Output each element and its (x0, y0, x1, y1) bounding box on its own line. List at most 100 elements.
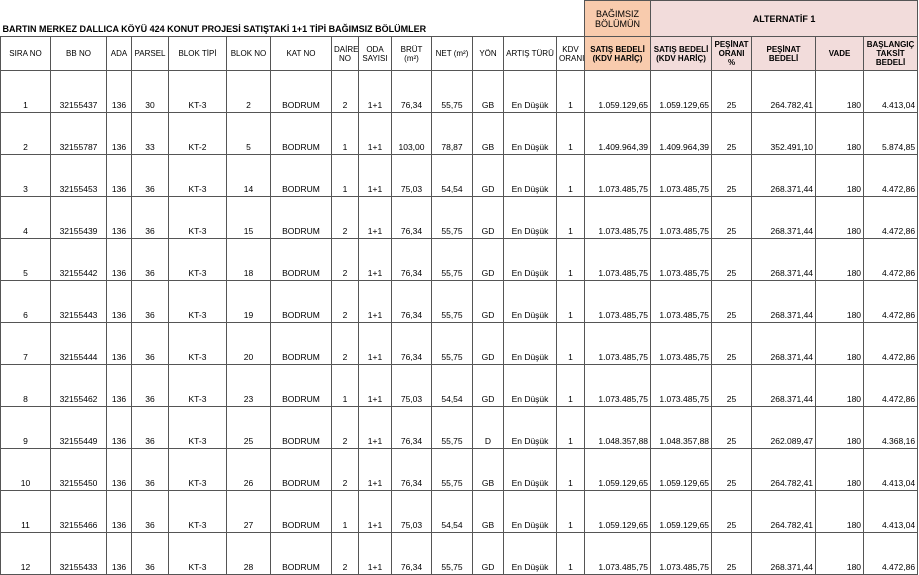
column-header: BLOK NO (226, 36, 271, 71)
table-cell: GB (472, 448, 504, 491)
table-cell: 36 (131, 448, 169, 491)
table-cell: 1 (331, 112, 359, 155)
table-cell: 1.073.485,75 (584, 280, 652, 323)
table-row: 8 32155462 136 36 KT-3 23 BODRUM 1 1+1 75,03 54,54… (0, 364, 919, 407)
table-cell: 2 (331, 70, 359, 113)
table-cell: 180 (815, 280, 865, 323)
table-cell: 36 (131, 406, 169, 449)
table-cell: 1+1 (358, 112, 392, 155)
table-cell: 32155462 (50, 364, 107, 407)
column-header: SATIŞ BEDELİ (KDV HARİÇ) (650, 36, 713, 71)
table-cell: BODRUM (270, 532, 332, 575)
table-cell: 55,75 (431, 448, 473, 491)
table-cell: 1.073.485,75 (584, 322, 652, 365)
table-cell: 1.073.485,75 (650, 532, 713, 575)
table-cell: 2 (331, 406, 359, 449)
table-cell: 2 (331, 196, 359, 239)
table-cell: 5 (0, 238, 51, 281)
table-cell: 7 (0, 322, 51, 365)
table-cell: 14 (226, 154, 271, 197)
table-cell: 19 (226, 280, 271, 323)
table-cell: 76,34 (391, 280, 432, 323)
table-cell: 15 (226, 196, 271, 239)
table-cell: 4.472,86 (863, 196, 919, 239)
table-cell: 2 (331, 532, 359, 575)
table-cell: 2 (331, 280, 359, 323)
table-cell: BODRUM (270, 406, 332, 449)
table-cell: 32155444 (50, 322, 107, 365)
column-header: BAŞLANGIÇ TAKSİT BEDELİ (863, 36, 919, 71)
table-cell: 1.059.129,65 (650, 448, 713, 491)
table-cell: En Düşük (503, 238, 557, 281)
table-cell: En Düşük (503, 490, 557, 533)
table-cell: GD (472, 322, 504, 365)
table-cell: 2 (0, 112, 51, 155)
table-cell: 268.371,44 (751, 364, 817, 407)
table-cell: 136 (106, 364, 132, 407)
table-cell: 1.059.129,65 (650, 490, 713, 533)
table-cell: 1.409.964,39 (584, 112, 652, 155)
table-cell: 268.371,44 (751, 196, 817, 239)
table-cell: 55,75 (431, 532, 473, 575)
table-cell: 25 (711, 154, 753, 197)
table-cell: 1 (555, 112, 586, 155)
table-cell: 55,75 (431, 70, 473, 113)
table-cell: BODRUM (270, 322, 332, 365)
table-cell: 36 (131, 238, 169, 281)
table-cell: 32155453 (50, 154, 107, 197)
table-cell: 136 (106, 280, 132, 323)
table-cell: 36 (131, 280, 169, 323)
table-cell: GD (472, 238, 504, 281)
table-row: 2 32155787 136 33 KT-2 5 BODRUM 1 1+1 103,00 78,87… (0, 112, 919, 155)
table-cell: 26 (226, 448, 271, 491)
table-cell: 25 (711, 448, 753, 491)
table-cell: 76,34 (391, 238, 432, 281)
table-cell: 1+1 (358, 322, 392, 365)
table-cell: BODRUM (270, 154, 332, 197)
table-cell: 76,34 (391, 196, 432, 239)
table-cell: 1+1 (358, 196, 392, 239)
table-cell: 76,34 (391, 70, 432, 113)
table-cell: 75,03 (391, 490, 432, 533)
table-cell: 11 (0, 490, 51, 533)
table-cell: 1.048.357,88 (650, 406, 713, 449)
table-cell: 180 (815, 238, 865, 281)
table-cell: 4.413,04 (863, 70, 919, 113)
column-header: YÖN (472, 36, 504, 71)
table-cell: 18 (226, 238, 271, 281)
table-row: 1 32155437 136 30 KT-3 2 BODRUM 2 1+1 76,34 55,75 G… (0, 70, 919, 113)
table-row: 6 32155443 136 36 KT-3 19 BODRUM 2 1+1 76,34 55,75… (0, 280, 919, 323)
table-cell: KT-3 (168, 70, 227, 113)
table-cell: 1.073.485,75 (584, 364, 652, 407)
table-cell: KT-3 (168, 364, 227, 407)
table-cell: 1.073.485,75 (584, 196, 652, 239)
table-cell: 1.073.485,75 (584, 154, 652, 197)
table-cell: 32155433 (50, 532, 107, 575)
table-cell: 25 (711, 280, 753, 323)
table-row: 11 32155466 136 36 KT-3 27 BODRUM 1 1+1 75,03 54,5… (0, 490, 919, 533)
table-cell: 25 (711, 490, 753, 533)
table-cell: 76,34 (391, 322, 432, 365)
column-header: DAİRE NO (331, 36, 359, 71)
table-cell: KT-3 (168, 238, 227, 281)
table-cell: 1.073.485,75 (650, 238, 713, 281)
table-cell: 1+1 (358, 406, 392, 449)
table-cell: 136 (106, 112, 132, 155)
table-cell: 1.073.485,75 (650, 196, 713, 239)
table-cell: 36 (131, 532, 169, 575)
table-cell: 6 (0, 280, 51, 323)
table-cell: 76,34 (391, 448, 432, 491)
table-cell: BODRUM (270, 70, 332, 113)
column-header: NET (m²) (431, 36, 473, 71)
table-cell: 1+1 (358, 490, 392, 533)
table-cell: 1 (555, 364, 586, 407)
table-cell: 1.073.485,75 (650, 364, 713, 407)
table-cell: 1 (331, 154, 359, 197)
table-cell: 32155450 (50, 448, 107, 491)
table-row: 4 32155439 136 36 KT-3 15 BODRUM 2 1+1 76,34 55,75… (0, 196, 919, 239)
table-cell: 54,54 (431, 154, 473, 197)
table-cell: KT-3 (168, 196, 227, 239)
table-cell: 1 (555, 490, 586, 533)
table-row: 9 32155449 136 36 KT-3 25 BODRUM 2 1+1 76,34 55,75… (0, 406, 919, 449)
